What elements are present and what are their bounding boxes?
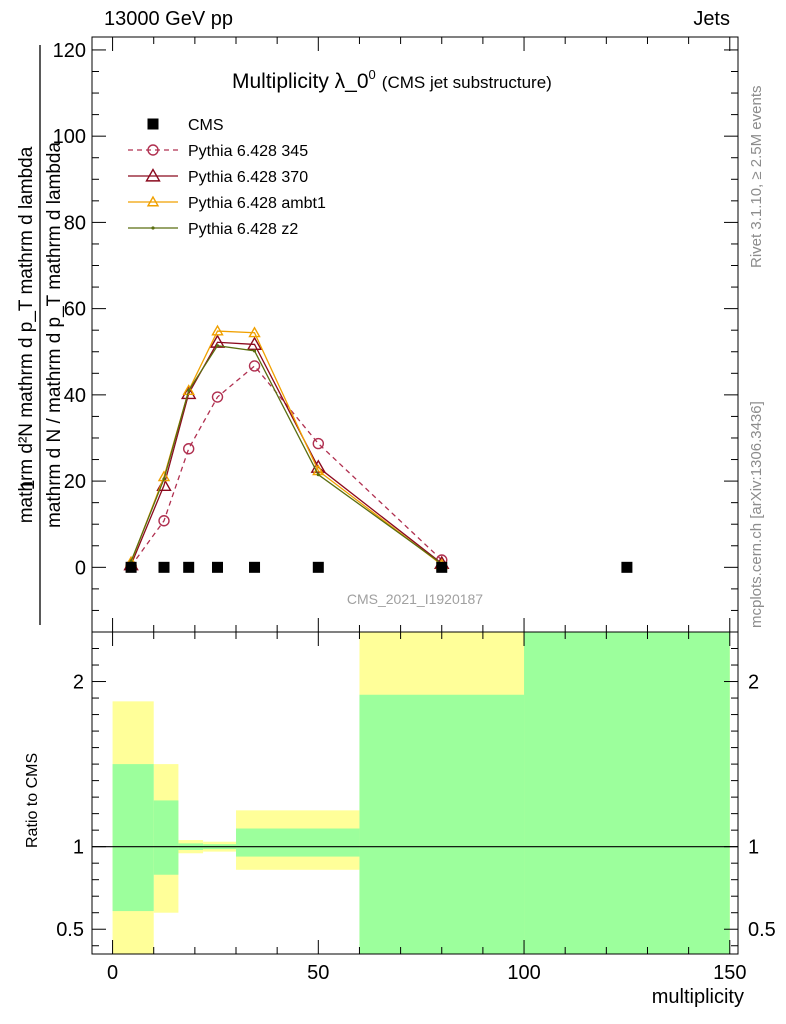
data-point-cms xyxy=(158,561,170,573)
series-cms xyxy=(125,561,633,573)
data-point-pythia-6-428-345 xyxy=(182,443,195,455)
data-point-pythia-6-428-345 xyxy=(158,515,170,527)
legend-marker-pythia-6-428-370 xyxy=(145,168,161,182)
ratio-ytick-label: 0.5 xyxy=(56,919,84,941)
data-point-pythia-6-428-ambt1 xyxy=(211,324,224,336)
ratio-xtick-label: 100 xyxy=(507,962,540,984)
main-ytick-label: 120 xyxy=(53,40,86,62)
main-ytick-label: 80 xyxy=(64,212,86,234)
legend: CMS Pythia 6.428 345 Pythia 6.428 370 Pythi… xyxy=(128,117,326,238)
ratio-ytick-label-right: 1 xyxy=(748,837,759,859)
chart-title-sup: 0 xyxy=(369,67,376,82)
legend-marker-pythia-6-428-345 xyxy=(147,144,159,156)
ratio-bands xyxy=(112,632,730,954)
y-axis-one: 1 xyxy=(18,480,39,491)
legend-label-pythia-6-428-z2: Pythia 6.428 z2 xyxy=(188,221,298,238)
data-point-cms xyxy=(211,561,223,573)
data-point-pythia-6-428-345 xyxy=(312,437,325,450)
y-axis-numerator: mathrm d²N mathrm d p_T mathrm d lambda xyxy=(16,146,37,523)
legend-label-pythia-6-428-370: Pythia 6.428 370 xyxy=(188,169,308,186)
chart-title-main: Multiplicity λ_0 xyxy=(232,70,369,93)
ratio-band-stat-bin-6 xyxy=(524,632,730,954)
legend-marker-cms xyxy=(147,118,159,130)
legend-label-pythia-6-428-345: Pythia 6.428 345 xyxy=(188,143,308,160)
data-point-cms xyxy=(125,561,137,573)
series-pythia-6-428-z2 xyxy=(129,344,444,566)
data-point-pythia-6-428-ambt1 xyxy=(248,326,261,338)
main-ytick-label: 0 xyxy=(75,557,86,579)
series-pythia-6-428-370 xyxy=(123,334,450,571)
data-point-pythia-6-428-z2 xyxy=(252,349,257,353)
ratio-xtick-label: 0 xyxy=(107,962,118,984)
ratio-xtick-label: 150 xyxy=(713,962,746,984)
analysis-tag: CMS_2021_I1920187 xyxy=(347,591,483,607)
ratio-frame xyxy=(91,631,739,955)
data-point-pythia-6-428-370 xyxy=(180,385,197,400)
x-axis-label: multiplicity xyxy=(651,986,744,1008)
data-point-cms xyxy=(312,561,324,573)
main-y-axis-label: mathrm d²N mathrm d p_T mathrm d lambda1… xyxy=(16,45,65,625)
ratio-xtick-label: 50 xyxy=(307,962,329,984)
data-point-cms xyxy=(183,561,195,573)
energy-label: 13000 GeV pp xyxy=(104,8,233,30)
data-point-cms xyxy=(249,561,261,573)
chart-subtitle: (CMS jet substructure) xyxy=(382,73,552,92)
series-line-pythia-6-428-345 xyxy=(130,365,443,567)
ratio-ytick-label-right: 0.5 xyxy=(748,919,776,941)
data-point-pythia-6-428-ambt1 xyxy=(182,384,195,396)
legend-marker-pythia-6-428-z2 xyxy=(151,226,155,230)
main-ytick-label: 60 xyxy=(64,299,86,321)
ratio-band-stat-bin-5 xyxy=(359,694,525,954)
main-ytick-label: 20 xyxy=(64,471,86,493)
legend-marker-pythia-6-428-ambt1 xyxy=(146,195,160,207)
data-point-pythia-6-428-z2 xyxy=(215,344,220,348)
ratio-ytick-label: 1 xyxy=(73,837,84,859)
data-point-pythia-6-428-z2 xyxy=(316,473,320,477)
process-label: Jets xyxy=(693,8,730,30)
data-point-cms xyxy=(436,561,448,573)
chart-title: Multiplicity λ_00 (CMS jet substructure) xyxy=(232,67,552,93)
data-point-pythia-6-428-345 xyxy=(248,360,261,372)
series-pythia-6-428-345 xyxy=(125,360,448,572)
ratio-band-stat-bin-0 xyxy=(112,764,154,912)
series-line-pythia-6-428-370 xyxy=(130,341,443,565)
data-point-pythia-6-428-345 xyxy=(211,391,224,403)
ratio-ytick-label-right: 2 xyxy=(748,672,759,694)
y-axis-denominator: mathrm d N / mathrm d p_T mathrm d lambd… xyxy=(44,142,65,529)
ratio-band-stat-bin-4 xyxy=(236,828,360,857)
legend-label-cms: CMS xyxy=(188,117,224,134)
series-line-pythia-6-428-z2 xyxy=(130,345,443,565)
legend-label-pythia-6-428-ambt1: Pythia 6.428 ambt1 xyxy=(188,195,326,212)
ratio-ytick-label: 2 xyxy=(73,672,84,694)
data-point-cms xyxy=(621,561,633,573)
data-point-pythia-6-428-z2 xyxy=(187,388,191,393)
ratio-band-stat-bin-1 xyxy=(153,800,179,875)
data-point-pythia-6-428-z2 xyxy=(162,477,166,481)
main-ytick-label: 100 xyxy=(53,126,86,148)
data-point-pythia-6-428-370 xyxy=(310,459,327,473)
main-ytick-label: 40 xyxy=(64,385,86,407)
